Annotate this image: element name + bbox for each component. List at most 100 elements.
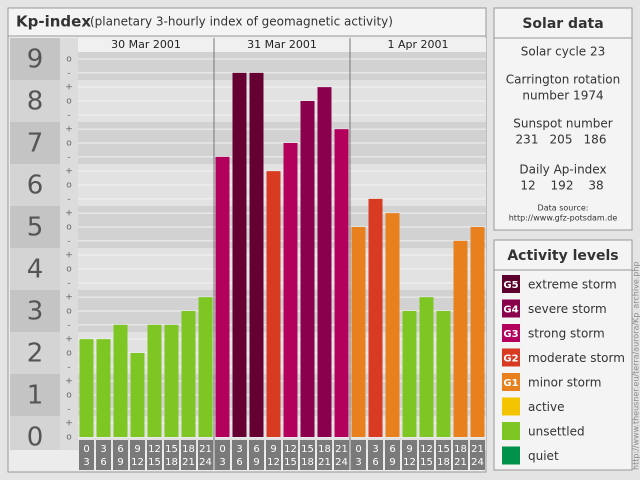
- hour-to: 9: [253, 457, 259, 468]
- label-band: [10, 374, 60, 416]
- hour-from: 18: [182, 444, 195, 455]
- bar: [470, 227, 485, 437]
- sunspot-value: 205: [550, 133, 573, 147]
- hour-box: [147, 440, 162, 470]
- minor-tick-label: -: [67, 152, 70, 162]
- hour-box: [300, 440, 315, 470]
- day-label: 1 Apr 2001: [387, 38, 448, 51]
- minor-tick-label: +: [65, 125, 73, 135]
- hour-to: 18: [165, 457, 178, 468]
- label-band: [10, 80, 60, 122]
- ap-title: Daily Ap-index: [519, 163, 606, 177]
- hour-from: 18: [454, 444, 467, 455]
- y-tick-label: 5: [27, 213, 44, 243]
- legend-swatch: [502, 422, 520, 440]
- legend-label: severe storm: [528, 302, 607, 316]
- day-label: 31 Mar 2001: [247, 38, 317, 51]
- legend-badge: G5: [503, 280, 518, 291]
- minor-tick-label: o: [66, 391, 72, 401]
- legend-swatch: [502, 275, 520, 293]
- bar: [130, 353, 145, 437]
- minor-tick-label: -: [67, 110, 70, 120]
- bar: [283, 143, 298, 437]
- hour-to: 6: [100, 457, 106, 468]
- hour-from: 15: [437, 444, 450, 455]
- hour-to: 18: [437, 457, 450, 468]
- bar: [385, 213, 400, 437]
- minor-tick-label: o: [66, 97, 72, 107]
- bar: [317, 87, 332, 437]
- minor-tick-label: +: [65, 167, 73, 177]
- label-band: [10, 38, 60, 80]
- minor-tick-label: -: [67, 320, 70, 330]
- hour-to: 15: [284, 457, 297, 468]
- hour-from: 15: [165, 444, 178, 455]
- hour-to: 3: [355, 457, 361, 468]
- minor-tick-label: o: [66, 181, 72, 191]
- hour-box: [317, 440, 332, 470]
- hour-box: [283, 440, 298, 470]
- label-band: [10, 248, 60, 290]
- hour-to: 9: [389, 457, 395, 468]
- label-band: [10, 206, 60, 248]
- legend-label: extreme storm: [528, 278, 617, 292]
- minor-tick-label: -: [67, 278, 70, 288]
- bar: [419, 297, 434, 437]
- hour-box: [215, 440, 230, 470]
- solar-title: Solar data: [522, 16, 603, 32]
- hour-from: 0: [83, 444, 89, 455]
- bar: [351, 227, 366, 437]
- ap-value: 12: [520, 179, 535, 193]
- legend-swatch: [502, 373, 520, 391]
- hour-to: 15: [148, 457, 161, 468]
- day-label: 30 Mar 2001: [111, 38, 181, 51]
- title-box: [7, 7, 487, 37]
- minor-tick-label: +: [65, 209, 73, 219]
- legend-badge: G3: [503, 329, 518, 340]
- legend-label: unsettled: [528, 425, 585, 439]
- y-tick-label: 9: [27, 45, 44, 75]
- credit: http://www.theusner.eu/terra/aurora/Kp_a…: [632, 261, 640, 470]
- hour-box: [266, 440, 281, 470]
- hour-to: 12: [403, 457, 416, 468]
- label-band: [10, 332, 60, 374]
- hour-box: [419, 440, 434, 470]
- minor-tick-label: +: [65, 251, 73, 261]
- grid-band: [78, 416, 486, 450]
- bar: [453, 240, 468, 437]
- bar: [215, 156, 230, 438]
- legend-badge: G1: [503, 378, 518, 389]
- legend-swatch: [502, 446, 520, 465]
- ap-value: 192: [551, 179, 574, 193]
- solar-cycle: Solar cycle 23: [521, 45, 606, 59]
- hour-to: 21: [454, 457, 467, 468]
- hour-box: [436, 440, 451, 470]
- hour-to: 15: [420, 457, 433, 468]
- hour-from: 3: [100, 444, 106, 455]
- solar-box: [493, 7, 633, 231]
- chart-title: Kp-index: [16, 13, 91, 31]
- y-tick-label: 8: [27, 87, 44, 117]
- hour-from: 21: [199, 444, 212, 455]
- hour-from: 15: [301, 444, 314, 455]
- legend-badge: G4: [503, 305, 518, 316]
- hour-from: 21: [335, 444, 348, 455]
- minor-tick-label: -: [67, 194, 70, 204]
- ap-value: 38: [588, 179, 603, 193]
- minor-tick-label: -: [67, 68, 70, 78]
- minor-column: [60, 38, 78, 450]
- minor-tick-label: o: [66, 223, 72, 233]
- y-tick-label: 3: [27, 297, 44, 327]
- bar: [113, 324, 128, 437]
- bar: [96, 339, 111, 437]
- hour-to: 3: [83, 457, 89, 468]
- source-url: http://www.gfz-potsdam.de: [509, 214, 618, 223]
- legend-label: quiet: [528, 449, 559, 463]
- hour-box: [96, 440, 111, 470]
- hour-box: [334, 440, 349, 470]
- hour-to: 6: [236, 457, 242, 468]
- carrington: Carrington rotation: [506, 73, 620, 87]
- minor-tick-label: +: [65, 335, 73, 345]
- hour-to: 6: [372, 457, 378, 468]
- bar: [249, 72, 264, 438]
